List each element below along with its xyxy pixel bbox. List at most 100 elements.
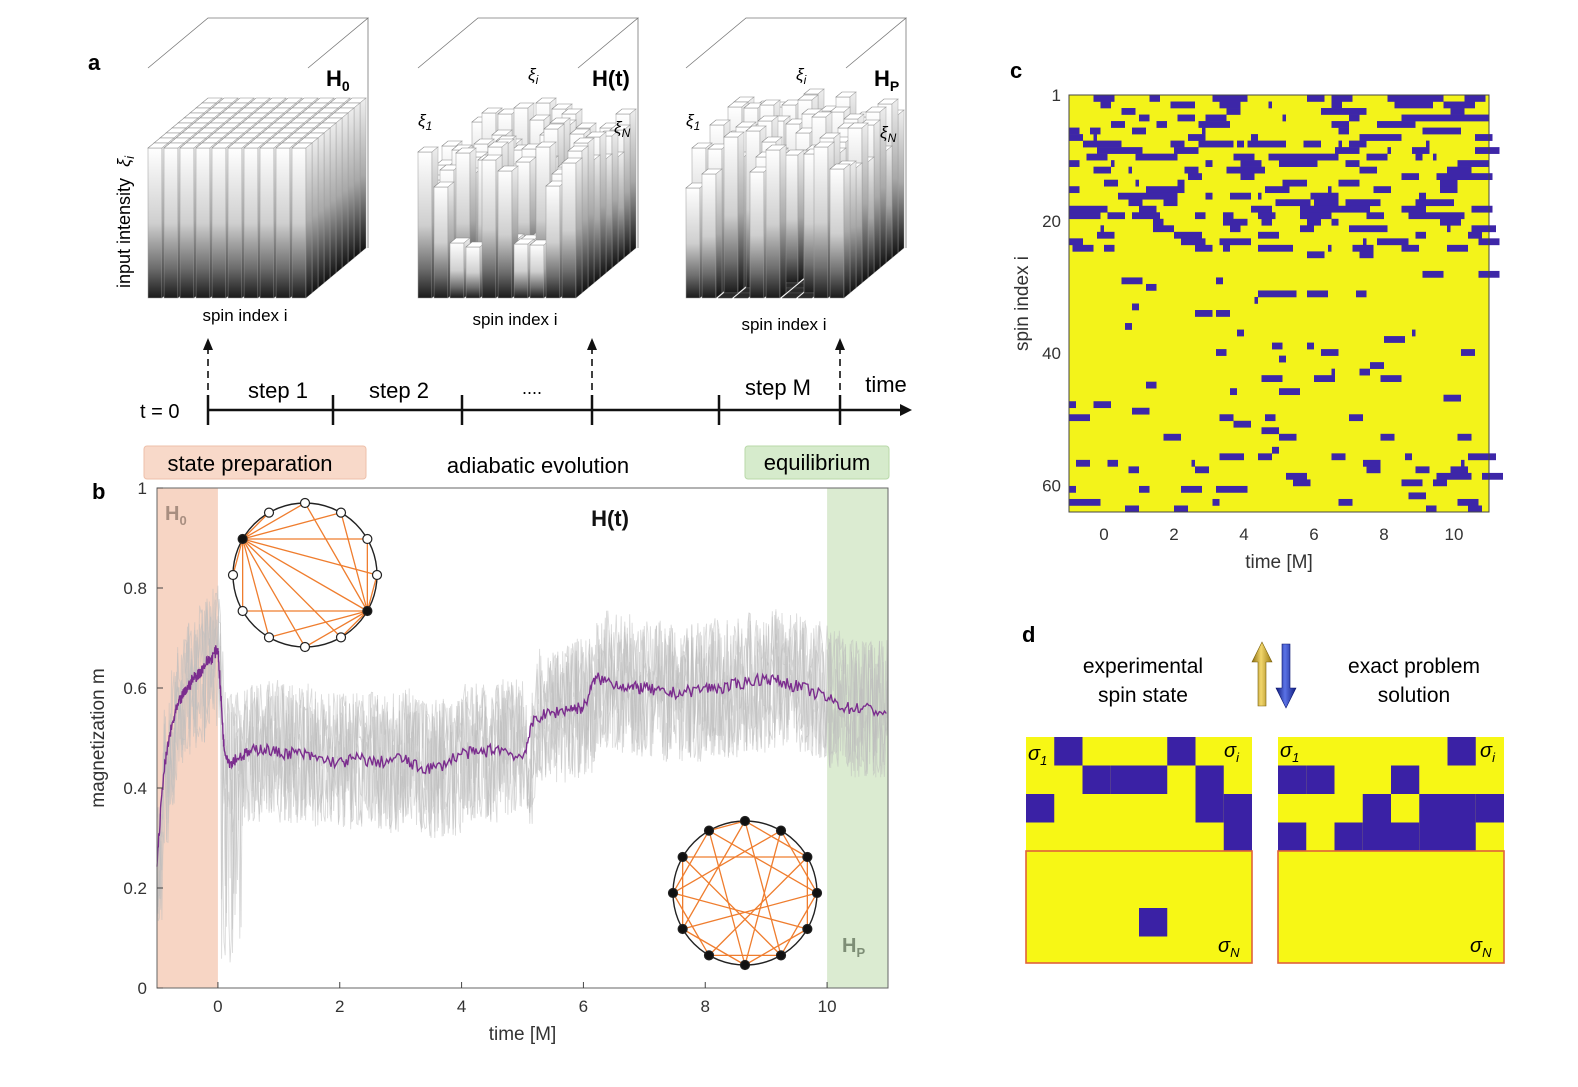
tower-bar xyxy=(163,147,179,299)
heatmap-cell-down xyxy=(1237,140,1244,148)
timeline-end: time xyxy=(865,372,907,397)
heatmap-cell-down xyxy=(1188,134,1206,141)
heatmap-cell-down xyxy=(1100,205,1108,213)
grid-lower-block xyxy=(1025,850,1253,964)
panel-d-letter: d xyxy=(1022,622,1035,647)
tower-bar xyxy=(723,136,739,294)
trajectory-line-grey xyxy=(156,599,889,930)
xi-1-label-hp: ξ1 xyxy=(686,111,700,133)
heatmap-cell-down xyxy=(1419,231,1426,239)
tower-bar xyxy=(211,147,227,299)
graph-edge xyxy=(682,928,746,966)
heatmap-cell-down xyxy=(1436,173,1458,181)
graph-node xyxy=(237,533,248,545)
graph-node xyxy=(703,825,715,836)
heatmap-cell-down xyxy=(1373,186,1391,194)
spin-cell-down xyxy=(1447,822,1476,851)
heatmap-cell-down xyxy=(1142,205,1157,213)
heatmap-cell-down xyxy=(1307,342,1314,350)
heatmap-cell-down xyxy=(1093,134,1097,141)
heatmap-cell-down xyxy=(1363,225,1381,233)
heatmap-cell-down xyxy=(1146,381,1157,389)
heatmap-cell-down xyxy=(1335,147,1353,154)
heatmap-cell-down xyxy=(1181,485,1202,493)
heatmap-cell-down xyxy=(1464,166,1468,174)
heatmap-cell-down xyxy=(1468,166,1472,174)
heatmap-cell-down xyxy=(1307,212,1325,220)
heatmap-cell-down xyxy=(1188,231,1202,239)
heatmap-cell-down xyxy=(1279,355,1286,363)
spin-cell-down xyxy=(1475,794,1504,823)
heatmap-cell-down xyxy=(1240,173,1255,181)
heatmap-cell-down xyxy=(1468,453,1479,461)
heatmap-cell-down xyxy=(1426,140,1430,148)
heatmap-cell-down xyxy=(1219,238,1230,246)
heatmap-cell-down xyxy=(1415,244,1419,252)
panel-a-letter: a xyxy=(88,50,101,75)
tower-bar-side xyxy=(779,144,787,299)
heatmap-cell-down xyxy=(1447,166,1465,174)
heatmap-cell-down xyxy=(1247,140,1265,148)
heatmap-cell-down xyxy=(1436,479,1447,487)
heatmap-cell-down xyxy=(1307,225,1314,233)
heatmap-cell-down xyxy=(1405,453,1412,461)
heatmap-cell-down xyxy=(1272,342,1283,350)
tower-bar xyxy=(529,244,545,299)
heatmap-cell-down xyxy=(1485,225,1496,233)
graph-edge xyxy=(682,856,782,956)
graph-edge xyxy=(682,820,746,930)
tower-bar-side xyxy=(305,142,313,299)
heatmap-cell-down xyxy=(1461,349,1475,356)
heatmap-cell-down xyxy=(1447,225,1451,233)
heatmap-cell-down xyxy=(1279,160,1297,167)
heatmap-cell-down xyxy=(1069,127,1080,135)
graph-edge xyxy=(744,820,808,858)
y-tick-label: 0.8 xyxy=(123,579,147,598)
heatmap-cell-down xyxy=(1328,244,1332,252)
tower-bar-side xyxy=(599,131,607,279)
heatmap-cell-down xyxy=(1219,453,1227,461)
experimental-spin-grid xyxy=(1025,737,1253,964)
heatmap-cell-down xyxy=(1247,166,1265,174)
spin-cell-down xyxy=(1223,794,1252,823)
heatmap-cell-down xyxy=(1146,283,1157,291)
heatmap-cell-down xyxy=(1408,205,1426,213)
graph-edge xyxy=(708,830,746,966)
phase-adiabatic-label: adiabatic evolution xyxy=(447,453,629,478)
heatmap-cell-down xyxy=(1153,225,1174,233)
tower-bar xyxy=(765,149,781,299)
graph-edge xyxy=(744,820,782,956)
tower-bar xyxy=(513,243,529,299)
xi-1-label-ht: ξ1 xyxy=(418,111,432,133)
heatmap-cell-down xyxy=(1478,225,1486,233)
tower-bar-side xyxy=(317,132,325,289)
heatmap-cell-down xyxy=(1226,108,1241,115)
heatmap-cell-down xyxy=(1104,179,1118,187)
spin-down-arrow-icon xyxy=(1275,643,1297,709)
heatmap-cell-down xyxy=(1216,349,1227,356)
heatmap-cell-down xyxy=(1261,375,1283,382)
tower-bar xyxy=(497,170,513,299)
heatmap-cell-down xyxy=(1433,153,1437,161)
heatmap-cell-down xyxy=(1069,238,1083,246)
tower-h0 xyxy=(147,17,370,299)
graph-inset-final xyxy=(667,815,823,971)
heatmap-cell-down xyxy=(1279,290,1297,298)
graph-inset-initial xyxy=(227,497,383,653)
heatmap-cell-down xyxy=(1086,212,1101,220)
graph-edge xyxy=(672,830,710,894)
heatmap-cell-down xyxy=(1079,498,1101,506)
spin-cell-down xyxy=(1167,737,1196,766)
spin-cell-down xyxy=(1391,765,1420,794)
x-tick-label: 4 xyxy=(1239,525,1248,544)
graph-edge xyxy=(304,502,368,612)
tower-bar xyxy=(195,147,211,299)
grid-lower-block xyxy=(1277,850,1505,964)
heatmap-cell-down xyxy=(1478,453,1496,461)
tower-bar-side xyxy=(581,145,589,294)
heatmap-cell-down xyxy=(1408,492,1426,500)
series-mean-line xyxy=(156,645,887,867)
heatmap-cell-down xyxy=(1300,205,1321,213)
graph-node xyxy=(263,507,275,518)
graph-edge xyxy=(304,610,368,648)
